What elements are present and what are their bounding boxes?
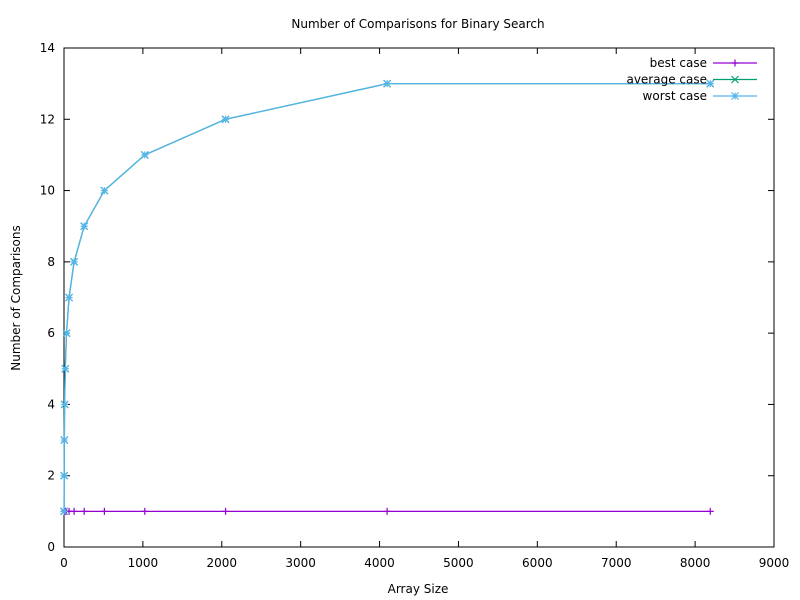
data-point-best-case: [706, 507, 714, 515]
data-point-best-case: [383, 507, 391, 515]
x-axis: 0 1000 2000 3000 4000 5000 6000 7000 8000 9000: [60, 48, 789, 570]
data-point-worst-case: [100, 186, 109, 195]
legend: best case average case worst case: [626, 56, 757, 103]
y-tick-label: 14: [40, 41, 55, 55]
x-tick-label: 5000: [443, 556, 474, 570]
legend-marker-worst-case: [731, 92, 739, 100]
series-layer: [60, 79, 715, 516]
x-tick-label: 1000: [128, 556, 159, 570]
x-tick-label: 7000: [601, 556, 632, 570]
data-point-worst-case: [70, 257, 79, 266]
plot-frame: [63, 47, 775, 548]
y-tick-label: 12: [40, 112, 55, 126]
data-point-best-case: [141, 507, 149, 515]
data-point-worst-case: [221, 115, 230, 124]
x-tick-label: 8000: [680, 556, 711, 570]
data-point-best-case: [80, 507, 88, 515]
y-tick-label: 6: [47, 326, 55, 340]
data-point-worst-case: [140, 151, 149, 159]
series-worst-case: [60, 79, 715, 516]
data-point-worst-case: [60, 507, 69, 516]
legend-label-worst-case: worst case: [643, 89, 707, 103]
data-point-best-case: [100, 507, 108, 515]
data-point-worst-case: [60, 400, 69, 409]
x-tick-label: 2000: [207, 556, 238, 570]
data-point-best-case: [70, 507, 78, 515]
data-point-worst-case: [383, 79, 392, 88]
data-point-worst-case: [60, 471, 69, 480]
x-tick-label: 4000: [364, 556, 395, 570]
data-point-worst-case: [60, 436, 69, 444]
data-point-best-case: [222, 507, 230, 515]
x-axis-label: Array Size: [388, 582, 449, 596]
data-point-worst-case: [80, 222, 89, 231]
data-point-worst-case: [62, 329, 71, 338]
series-line-worst-case: [63, 82, 711, 512]
data-point-worst-case: [706, 79, 715, 88]
legend-label-best-case: best case: [650, 56, 707, 70]
x-tick-label: 6000: [522, 556, 553, 570]
y-tick-label: 10: [40, 184, 55, 198]
legend-marker-best-case: [731, 59, 739, 67]
legend-label-average-case: average case: [626, 73, 707, 87]
y-tick-label: 8: [47, 255, 55, 269]
legend-marker-average-case: [731, 75, 739, 84]
x-tick-label: 3000: [285, 556, 316, 570]
chart-title: Number of Comparisons for Binary Search: [291, 17, 544, 31]
series-best-case: [60, 507, 714, 515]
data-point-worst-case: [61, 364, 70, 373]
series-average-case: [60, 79, 715, 516]
y-tick-label: 0: [47, 540, 55, 554]
x-tick-label: 9000: [759, 556, 790, 570]
data-point-worst-case: [65, 293, 73, 302]
y-tick-label: 4: [47, 397, 55, 411]
y-tick-label: 2: [47, 469, 55, 483]
x-tick-label: 0: [60, 556, 68, 570]
y-axis-label: Number of Comparisons: [9, 225, 23, 371]
y-axis: 0 2 4 6 8 10 12 14: [40, 41, 774, 554]
